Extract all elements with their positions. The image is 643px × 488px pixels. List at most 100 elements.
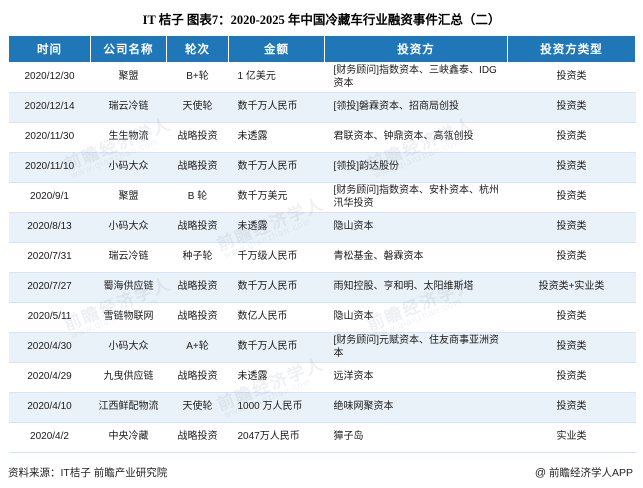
- cell-round: 战略投资: [166, 272, 229, 303]
- cell-date: 2020/9/1: [8, 182, 91, 213]
- table-row: 2020/4/29 九曳供应链 战略投资 未透露 远洋资本 投资类: [8, 362, 636, 393]
- table-row: 2020/4/30 小码大众 A+轮 数千万人民币 [财务顾问]元赋资本、住友商…: [8, 332, 636, 363]
- cell-company: 雪链物联网: [90, 302, 167, 333]
- brand-footer: @ 前瞻经济学人APP: [535, 465, 633, 480]
- page-title: IT 桔子 图表7：2020-2025 年中国冷藏车行业融资事件汇总（二）: [142, 13, 501, 27]
- cell-company: 小码大众: [90, 152, 167, 183]
- cell-investor-type: 投资类: [507, 302, 636, 333]
- at-icon: @: [534, 466, 546, 479]
- cell-round: B 轮: [166, 182, 229, 213]
- cell-investor: 雨知控股、亨和明、太阳维斯塔: [324, 272, 508, 303]
- cell-round: 战略投资: [166, 212, 229, 243]
- cell-company: 小码大众: [90, 332, 167, 363]
- cell-investor: 远洋资本: [324, 362, 508, 393]
- cell-amount: 1000 万人民币: [228, 392, 325, 423]
- column-header-company: 公司名称: [90, 35, 167, 63]
- cell-company: 小码大众: [90, 212, 167, 243]
- table-body: 2020/12/30 聚盟 B+轮 1 亿美元 [财务顾问]指数资本、三峡鑫泰、…: [8, 62, 636, 453]
- cell-date: 2020/7/27: [8, 272, 91, 303]
- cell-round: 天使轮: [166, 92, 229, 123]
- cell-amount: 未透露: [228, 362, 325, 393]
- cell-date: 2020/5/11: [8, 302, 91, 333]
- cell-investor-type: 投资类: [507, 332, 636, 363]
- cell-date: 2020/4/2: [8, 422, 91, 453]
- cell-investor-type: 投资类: [507, 212, 636, 243]
- cell-investor-type: 投资类: [507, 92, 636, 123]
- cell-round: 战略投资: [166, 422, 229, 453]
- cell-investor-type: 投资类: [507, 362, 636, 393]
- cell-date: 2020/12/30: [8, 62, 91, 93]
- cell-investor-type: 投资类+实业类: [507, 272, 636, 303]
- cell-amount: 1 亿美元: [228, 62, 325, 93]
- cell-date: 2020/11/30: [8, 122, 91, 153]
- cell-amount: 2047万人民币: [228, 422, 325, 453]
- cell-amount: 未透露: [228, 212, 325, 243]
- cell-investor-type: 投资类: [507, 122, 636, 153]
- table-row: 2020/7/31 瑞云冷链 种子轮 千万级人民币 青松基金、磐霖资本 投资类: [8, 242, 636, 273]
- cell-date: 2020/4/29: [8, 362, 91, 393]
- cell-amount: 数千万美元: [228, 182, 325, 213]
- cell-date: 2020/8/13: [8, 212, 91, 243]
- table-row: 2020/12/14 瑞云冷链 天使轮 数千万人民币 [领投]磐霖资本、招商局创…: [8, 92, 636, 123]
- cell-investor: 绝味网聚资本: [324, 392, 508, 423]
- cell-investor: [领投]韵达股份: [324, 152, 508, 183]
- cell-amount: 数千万人民币: [228, 272, 325, 303]
- cell-investor: [领投]磐霖资本、招商局创投: [324, 92, 508, 123]
- cell-investor-type: 投资类: [507, 242, 636, 273]
- cell-date: 2020/4/10: [8, 392, 91, 423]
- cell-round: 战略投资: [166, 362, 229, 393]
- table-row: 2020/5/11 雪链物联网 战略投资 数亿人民币 隐山资本 投资类: [8, 302, 636, 333]
- cell-company: 瑞云冷链: [90, 92, 167, 123]
- cell-date: 2020/12/14: [8, 92, 91, 123]
- cell-investor-type: 投资类: [507, 152, 636, 183]
- cell-round: 种子轮: [166, 242, 229, 273]
- cell-date: 2020/4/30: [8, 332, 91, 363]
- cell-amount: 千万级人民币: [228, 242, 325, 273]
- cell-company: 聚盟: [90, 182, 167, 213]
- cell-investor: 隐山资本: [324, 212, 508, 243]
- brand-label: 前瞻经济学人APP: [548, 467, 633, 479]
- column-header-amount: 金额: [228, 35, 325, 63]
- cell-round: 战略投资: [166, 152, 229, 183]
- cell-date: 2020/11/10: [8, 152, 91, 183]
- column-header-round: 轮次: [166, 35, 229, 63]
- column-header-investor-type: 投资方类型: [507, 35, 636, 63]
- cell-investor-type: 投资类: [507, 182, 636, 213]
- cell-round: 战略投资: [166, 302, 229, 333]
- cell-round: 天使轮: [166, 392, 229, 423]
- table-row: 2020/9/1 聚盟 B 轮 数千万美元 [财务顾问]指数资本、安朴资本、杭州…: [8, 182, 636, 213]
- table-row: 2020/7/27 蜀海供应链 战略投资 数千万人民币 雨知控股、亨和明、太阳维…: [8, 272, 636, 303]
- table-row: 2020/12/30 聚盟 B+轮 1 亿美元 [财务顾问]指数资本、三峡鑫泰、…: [8, 62, 636, 93]
- column-header-date: 时间: [8, 35, 91, 63]
- cell-investor: 獐子岛: [324, 422, 508, 453]
- cell-company: 瑞云冷链: [90, 242, 167, 273]
- column-header-investor: 投资方: [324, 35, 508, 63]
- cell-amount: 数千万人民币: [228, 92, 325, 123]
- table-row: 2020/4/2 中央冷藏 战略投资 2047万人民币 獐子岛 实业类: [8, 422, 636, 453]
- cell-investor-type: 实业类: [507, 422, 636, 453]
- cell-company: 聚盟: [90, 62, 167, 93]
- cell-investor: [财务顾问]元赋资本、住友商事亚洲资本: [324, 332, 508, 363]
- cell-investor: [财务顾问]指数资本、三峡鑫泰、IDG 资本: [324, 62, 508, 93]
- funding-events-table: 时间 公司名称 轮次 金额 投资方 投资方类型 2020/12/30 聚盟 B+…: [8, 35, 636, 453]
- table-row: 2020/11/10 小码大众 战略投资 数千万人民币 [领投]韵达股份 投资类: [8, 152, 636, 183]
- table-header-row: 时间 公司名称 轮次 金额 投资方 投资方类型: [8, 35, 636, 63]
- table-head: 时间 公司名称 轮次 金额 投资方 投资方类型: [8, 35, 636, 63]
- cell-investor: 隐山资本: [324, 302, 508, 333]
- cell-amount: 数千万人民币: [228, 332, 325, 363]
- cell-round: A+轮: [166, 332, 229, 363]
- cell-investor-type: 投资类: [507, 392, 636, 423]
- cell-company: 九曳供应链: [90, 362, 167, 393]
- cell-company: 生生物流: [90, 122, 167, 153]
- table-row: 2020/8/13 小码大众 战略投资 未透露 隐山资本 投资类: [8, 212, 636, 243]
- cell-company: 江西鲜配物流: [90, 392, 167, 423]
- cell-date: 2020/7/31: [8, 242, 91, 273]
- table-row: 2020/4/10 江西鲜配物流 天使轮 1000 万人民币 绝味网聚资本 投资…: [8, 392, 636, 423]
- source-note: 资料来源：IT桔子 前瞻产业研究院: [8, 467, 168, 479]
- cell-investor: 君联资本、钟鼎资本、高瓴创投: [324, 122, 508, 153]
- cell-investor-type: 投资类: [507, 62, 636, 93]
- table-row: 2020/11/30 生生物流 战略投资 未透露 君联资本、钟鼎资本、高瓴创投 …: [8, 122, 636, 153]
- cell-investor: [财务顾问]指数资本、安朴资本、杭州汛华投资: [324, 182, 508, 213]
- cell-round: B+轮: [166, 62, 229, 93]
